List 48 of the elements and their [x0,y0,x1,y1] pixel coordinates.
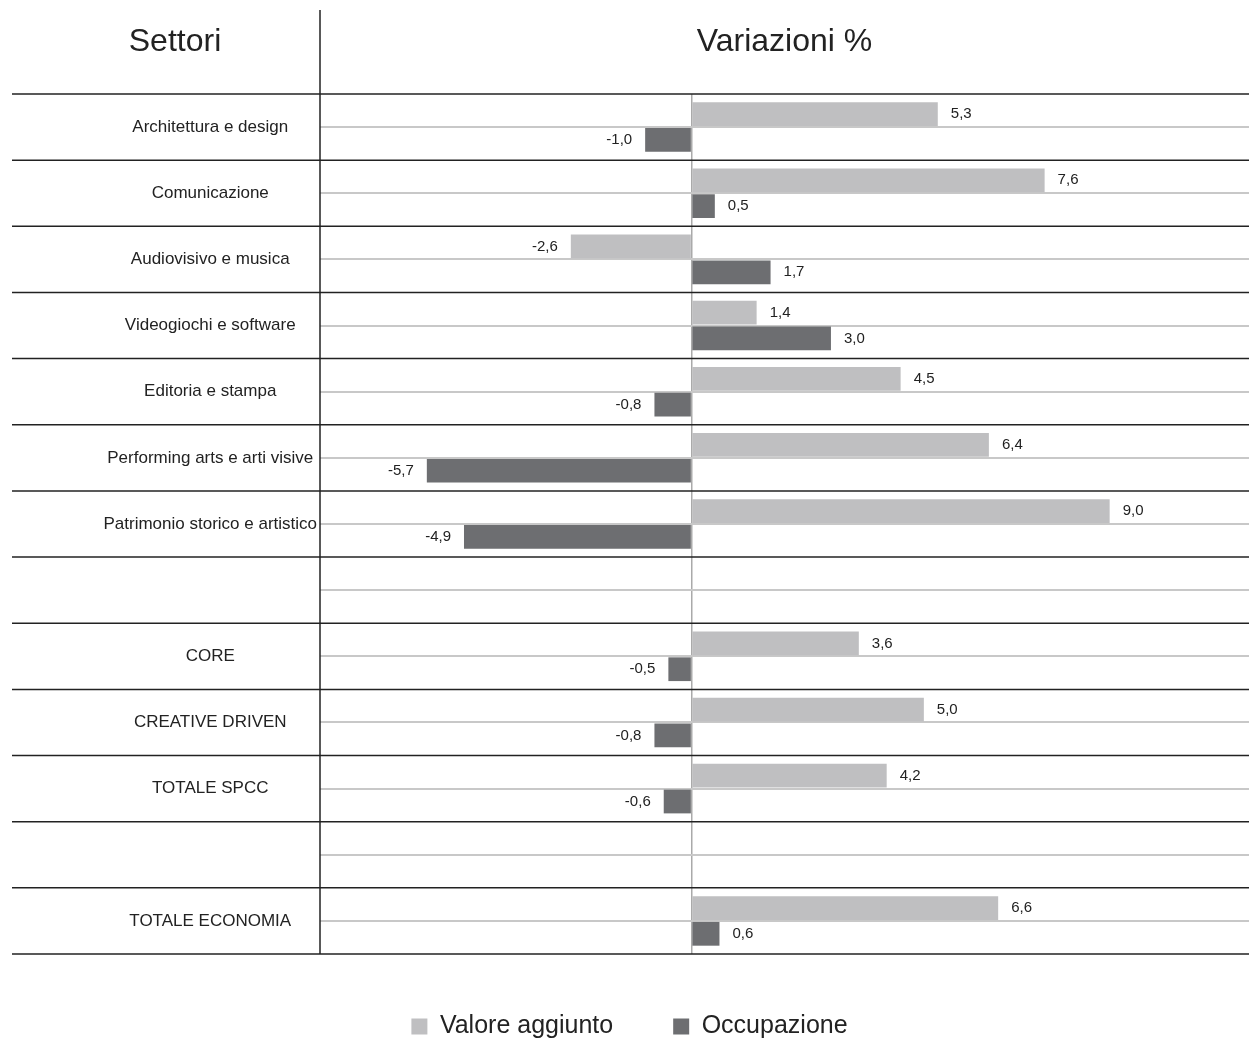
data-label: 1,4 [769,302,791,320]
y-tick-label: Audiovisivo e musica [130,249,291,269]
data-label: 5,0 [936,699,958,717]
data-label: -1,0 [606,130,633,148]
data-label: 1,7 [783,262,805,280]
data-label: 0,6 [732,923,754,941]
bar [663,789,691,814]
data-label: -5,7 [387,460,414,478]
y-tick-label: Editoria e stampa [144,381,277,401]
legend-label: Valore aggiunto [439,1010,614,1039]
y-tick-label: TOTALE SPCC [151,778,269,798]
bar [692,260,771,285]
bar [464,525,691,549]
data-label: 3,0 [843,328,865,346]
data-label: 6,4 [1001,435,1023,453]
data-label: -0,8 [615,394,642,412]
chart-title: Variazioni % [696,21,873,58]
legend-label: Occupazione [701,1010,848,1039]
data-label: -0,6 [624,791,651,809]
data-label: 5,3 [950,104,972,122]
bar [654,392,691,417]
y-tick-label: CORE [185,646,235,665]
data-label: -0,8 [615,725,642,743]
data-label: 3,6 [871,633,893,651]
y-tick-label: Videogiochi e software [124,315,296,335]
y-tick-label: Patrimonio storico e artistico [103,513,318,533]
data-label: 9,0 [1122,501,1144,519]
bar [668,657,691,682]
y-tick-label: Performing arts e arti visive [107,447,314,467]
y-tick-label: Comunicazione [151,182,269,202]
bar [654,723,691,748]
bar [426,458,691,483]
bar [645,128,691,152]
data-label: 0,5 [727,196,749,214]
data-label: 7,6 [1057,170,1079,188]
y-tick-label: CREATIVE DRIVEN [133,712,287,732]
data-label: 4,5 [913,368,935,386]
data-label: 6,6 [1011,898,1033,916]
bar [692,921,720,946]
y-tick-label: TOTALE ECONOMIA [129,910,292,930]
y-tick-label: Architettura e design [132,116,289,136]
data-label: 4,2 [899,765,921,783]
y-axis-title: Settori [128,21,222,58]
data-label: -2,6 [531,236,558,254]
bar [692,326,831,351]
data-label: -4,9 [425,527,451,545]
data-label: -0,5 [629,659,656,677]
bar [692,194,715,218]
